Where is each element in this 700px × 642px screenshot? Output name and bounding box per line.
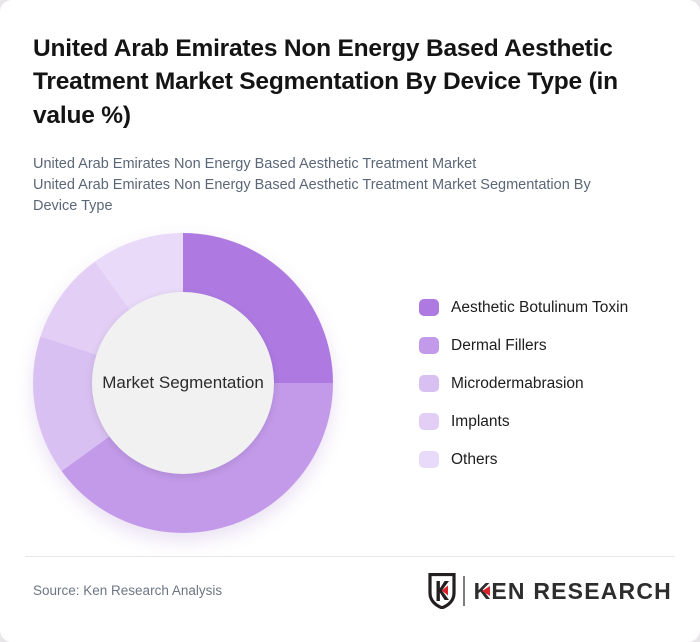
donut-chart: Market Segmentation: [33, 233, 333, 533]
ken-research-logo: K EN RESEARCH: [427, 572, 672, 610]
logo-text-rest: EN RESEARCH: [491, 577, 672, 604]
logo-divider: [462, 576, 465, 606]
legend-swatch: [419, 413, 439, 430]
subtitle-line-2: United Arab Emirates Non Energy Based Ae…: [33, 176, 591, 214]
legend-item: Microdermabrasion: [419, 375, 628, 392]
legend-item: Dermal Fillers: [419, 337, 628, 354]
red-arrow-icon: [482, 585, 491, 596]
legend-swatch: [419, 451, 439, 468]
legend-label: Microdermabrasion: [451, 374, 584, 392]
donut-center-label: Market Segmentation: [102, 373, 264, 392]
legend-label: Others: [451, 450, 498, 468]
legend-item: Implants: [419, 413, 628, 430]
shield-k-icon: [427, 573, 456, 609]
legend-label: Aesthetic Botulinum Toxin: [451, 298, 629, 316]
donut-hole: Market Segmentation: [92, 292, 274, 474]
subtitle-line-1: United Arab Emirates Non Energy Based Ae…: [33, 155, 477, 172]
chart-legend: Aesthetic Botulinum Toxin Dermal Fillers M…: [419, 299, 628, 489]
page-title: United Arab Emirates Non Energy Based Ae…: [33, 35, 618, 129]
legend-swatch: [419, 337, 439, 354]
legend-swatch: [419, 375, 439, 392]
chart-subtitles: United Arab Emirates Non Energy Based Ae…: [33, 154, 629, 217]
chart-header: United Arab Emirates Non Energy Based Ae…: [33, 32, 648, 217]
legend-swatch: [419, 299, 439, 316]
footer-divider: [25, 556, 675, 557]
legend-label: Dermal Fillers: [451, 336, 547, 354]
logo-text: K EN RESEARCH: [474, 578, 672, 605]
source-text: Source: Ken Research Analysis: [33, 583, 223, 598]
logo-letter-k: K: [473, 577, 492, 604]
legend-label: Implants: [451, 412, 510, 430]
legend-item: Aesthetic Botulinum Toxin: [419, 299, 628, 316]
legend-item: Others: [419, 451, 628, 468]
